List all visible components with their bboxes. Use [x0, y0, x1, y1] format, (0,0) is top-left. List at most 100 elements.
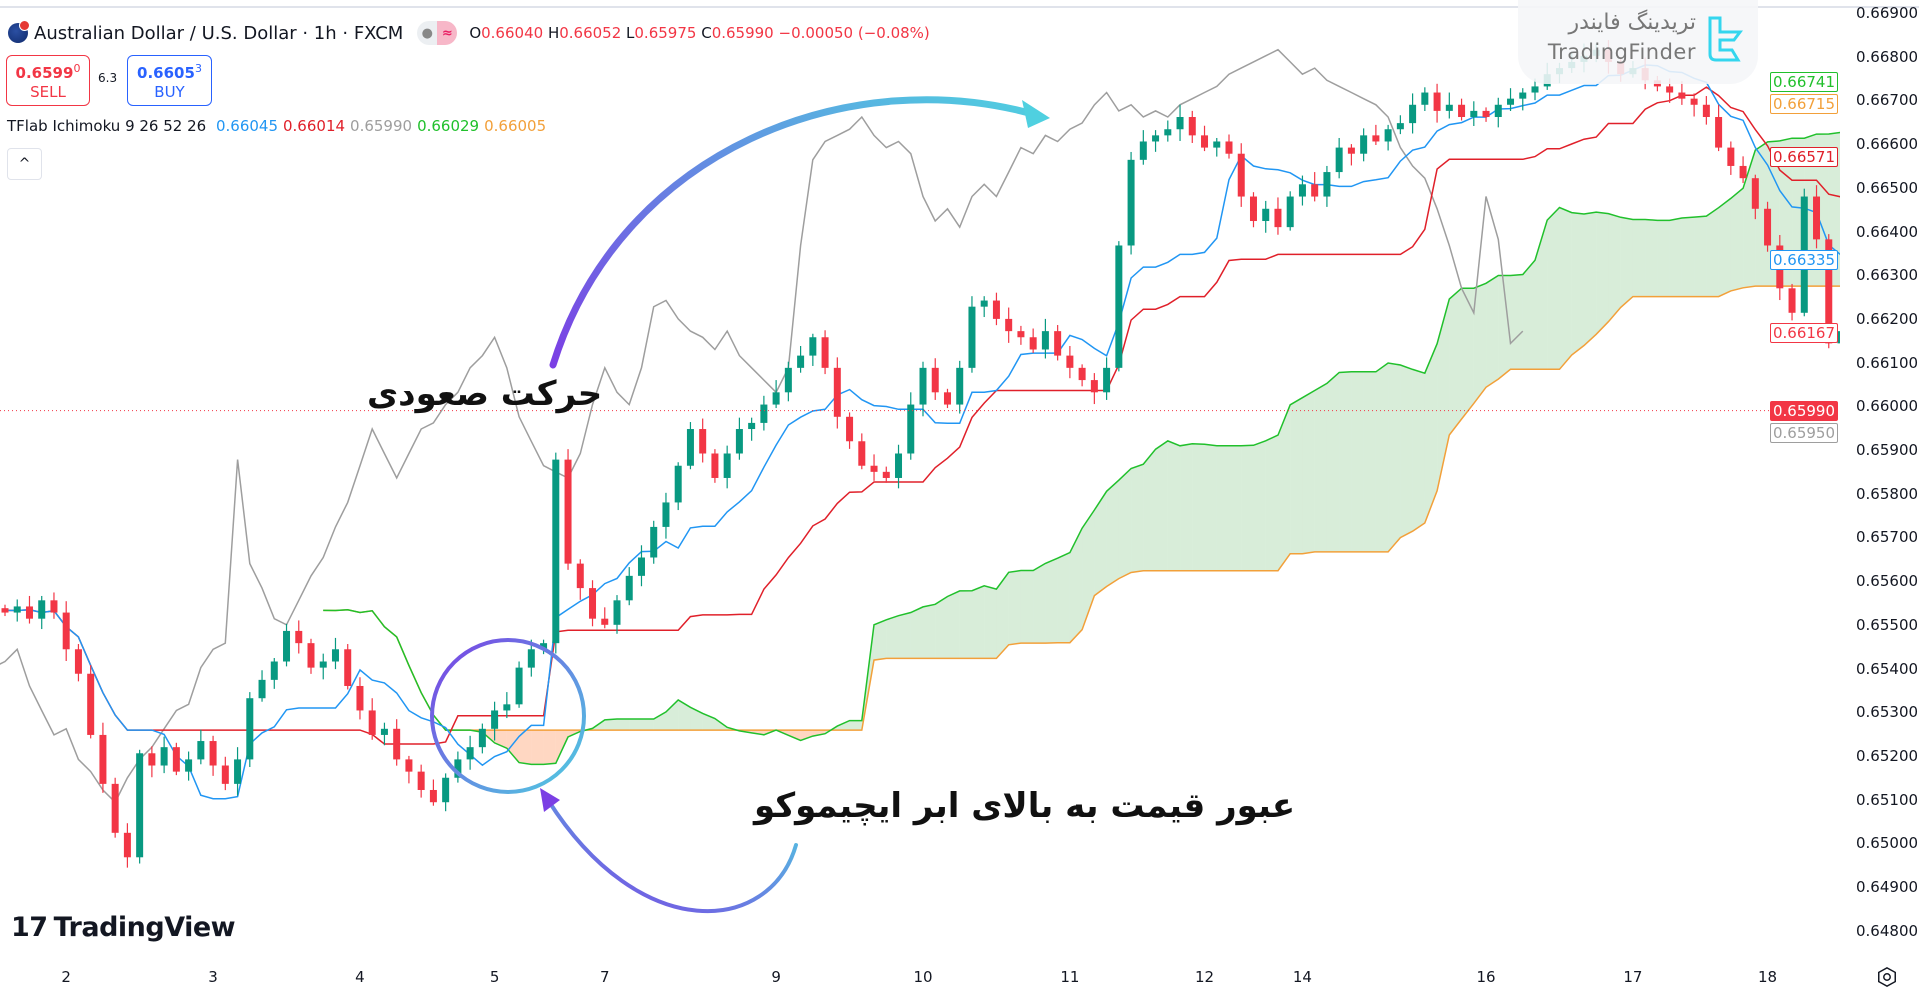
candle-body: [821, 337, 829, 368]
candle: [25, 595, 33, 624]
ichimoku-cloud-segment: [1167, 440, 1181, 571]
candle: [478, 723, 486, 754]
candle-body: [380, 728, 388, 735]
candle: [1433, 83, 1441, 123]
candle-body: [197, 741, 205, 760]
candle: [956, 360, 964, 414]
annotation-uptrend: حرکت صعودی: [367, 374, 603, 414]
market-status-pill[interactable]: ● ≈: [417, 21, 458, 45]
ichimoku-cloud-segment: [984, 585, 997, 659]
candle: [283, 623, 291, 667]
time-label: 16: [1476, 968, 1496, 986]
candle: [1249, 192, 1257, 228]
price-tick: 0.66700: [1856, 91, 1919, 110]
candle-body: [686, 429, 694, 466]
ichimoku-cloud-segment: [617, 719, 630, 731]
candle-body: [919, 367, 927, 405]
candle-body: [1458, 104, 1466, 118]
candle-body: [931, 367, 939, 393]
collapse-legend-button[interactable]: ^: [7, 148, 42, 180]
candle-body: [417, 771, 425, 790]
candle: [1152, 130, 1160, 152]
time-label: 7: [599, 968, 610, 986]
candle: [601, 607, 609, 629]
candle: [405, 755, 413, 784]
candle: [1274, 197, 1282, 235]
price-tag: 0.66335: [1770, 249, 1838, 270]
open-label: O: [469, 24, 482, 42]
ichimoku-cloud-segment: [788, 730, 801, 741]
ichimoku-cloud-segment: [629, 719, 642, 731]
buy-label: BUY: [154, 83, 185, 101]
price-tick: 0.65500: [1856, 615, 1919, 634]
candle: [1139, 130, 1147, 165]
chikou-span-line: [0, 48, 1524, 804]
candle: [809, 333, 817, 366]
buy-button[interactable]: 0.66053 BUY: [127, 55, 212, 106]
candle: [1225, 134, 1233, 159]
candle-body: [1041, 331, 1049, 350]
candle-body: [1519, 92, 1527, 99]
ichimoku-cloud-segment: [971, 585, 985, 659]
watermark-text-en: TradingFinder: [1547, 40, 1696, 64]
symbol-title[interactable]: Australian Dollar / U.S. Dollar · 1h · F…: [34, 22, 404, 44]
candle-body: [1531, 86, 1539, 93]
ichimoku-cloud-segment: [1596, 212, 1609, 335]
ichimoku-cloud-segment: [1755, 141, 1768, 287]
gear-icon[interactable]: [1876, 966, 1898, 988]
indicator-value-2: 0.65990: [350, 117, 413, 135]
candle: [662, 492, 670, 539]
ichimoku-cloud-segment: [543, 730, 556, 765]
candle-body: [1274, 208, 1282, 228]
candle-body: [1176, 117, 1184, 130]
ichimoku-cloud-segment: [812, 730, 826, 737]
ichimoku-cloud-segment: [1486, 275, 1499, 388]
candle-body: [1421, 92, 1429, 105]
ichimoku-cloud-segment: [641, 719, 654, 731]
candle-body: [99, 734, 107, 784]
candle-body: [613, 600, 621, 625]
price-tick: 0.65600: [1856, 572, 1919, 591]
ichimoku-cloud-segment: [1106, 480, 1119, 587]
ichimoku-cloud-segment: [849, 720, 862, 731]
candle-body: [1249, 196, 1257, 222]
candle: [1054, 325, 1062, 361]
candle: [1764, 201, 1772, 252]
market-closed-icon: ●: [417, 21, 438, 45]
candle: [686, 422, 694, 470]
candle: [246, 692, 254, 768]
candle-body: [1494, 104, 1502, 118]
candle: [1237, 143, 1245, 207]
candle-body: [552, 459, 560, 644]
candle: [735, 417, 743, 460]
indicator-legend[interactable]: TFlab Ichimoku 9 26 52 26 0.66045 0.66014…: [7, 117, 556, 135]
candle-body: [1139, 141, 1147, 160]
candle-body: [1, 608, 9, 613]
tradingview-logo[interactable]: 17 TradingView: [11, 912, 236, 943]
candle: [270, 658, 278, 689]
candle: [907, 392, 915, 460]
ichimoku-cloud-segment: [1265, 435, 1278, 571]
candle-body: [1286, 196, 1294, 228]
candle: [148, 746, 156, 778]
price-tag: 0.66715: [1770, 94, 1838, 115]
candle-body: [540, 643, 548, 650]
candle-body: [221, 765, 229, 784]
candle-body: [405, 759, 413, 772]
indicator-value-0: 0.66045: [215, 117, 278, 135]
ichimoku-cloud-segment: [1094, 491, 1107, 596]
candle-body: [368, 710, 376, 735]
ichimoku-cloud-segment: [1045, 558, 1058, 644]
candle: [1, 604, 9, 617]
ichimoku-cloud-segment: [874, 619, 887, 661]
candle: [1041, 318, 1049, 359]
candle-body: [1115, 245, 1123, 368]
ichimoku-cloud-segment: [1412, 369, 1425, 532]
candle: [589, 580, 597, 627]
candle-body: [13, 606, 21, 613]
sell-button[interactable]: 0.65990 SELL: [6, 55, 90, 106]
ichimoku-cloud-segment: [996, 572, 1009, 659]
candle: [307, 638, 315, 674]
candle-body: [1727, 147, 1735, 166]
